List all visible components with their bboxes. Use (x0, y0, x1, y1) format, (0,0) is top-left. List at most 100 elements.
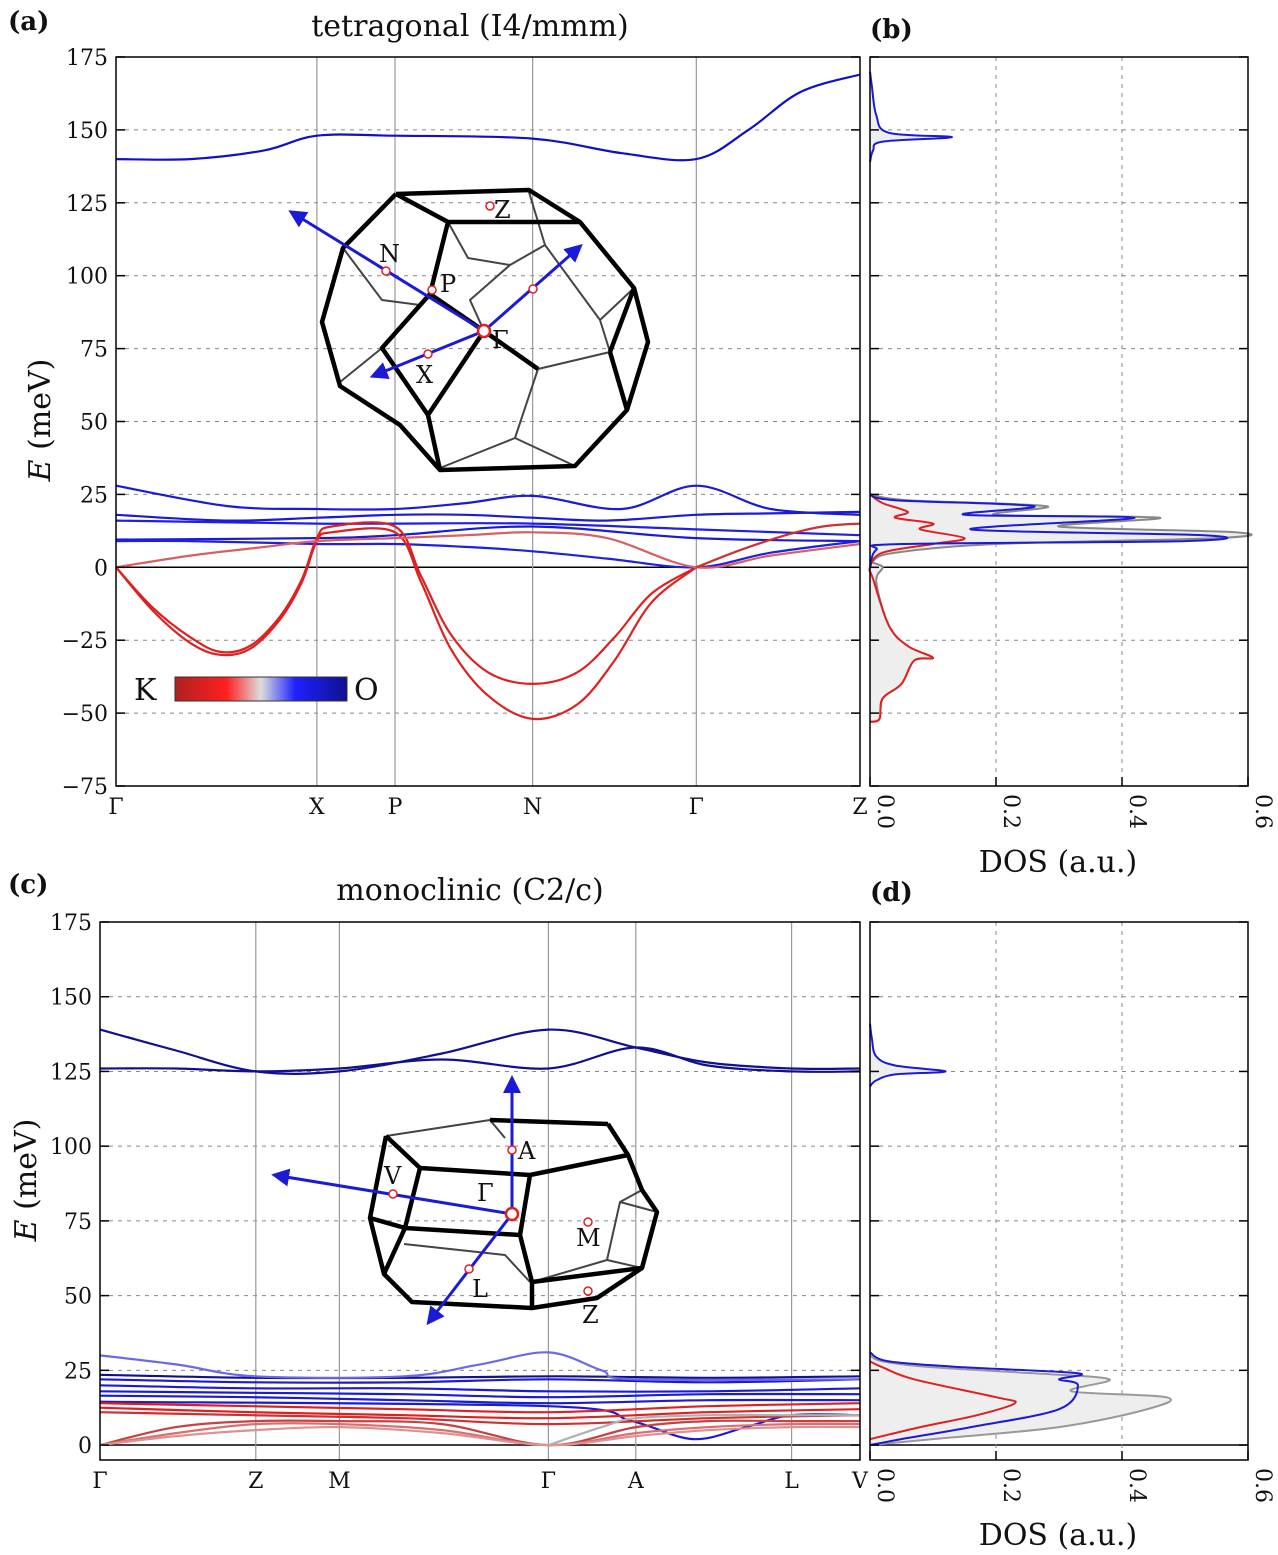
bz-mono-point-m (583, 1217, 593, 1227)
panel-d-grid (870, 922, 1248, 1460)
panel-a-label: (a) (8, 7, 49, 37)
panel-a-ylabel-symbol: E (23, 459, 58, 482)
colorbar-right-label: O (354, 673, 379, 708)
band-line (99, 1422, 861, 1447)
panel-d-ticks: 0.0 0.2 0.4 0.6 (869, 921, 1275, 1503)
xtick-label: 0.6 (1250, 1468, 1275, 1503)
ytick-label: 150 (66, 119, 108, 144)
bz-tet-point-p (427, 285, 437, 295)
panel-c-label: (c) (8, 870, 48, 900)
xtick-label: Z (248, 1469, 263, 1494)
ytick-label: 25 (80, 483, 108, 508)
ytick-label: 125 (66, 192, 108, 217)
panel-a-ylabel-unit: (meV) (23, 359, 58, 460)
panel-c-title: monoclinic (C2/c) (336, 873, 604, 908)
bz-mono-point-gamma (504, 1206, 520, 1222)
panel-c: (c) monoclinic (C2/c) E (meV) 0 25 50 75 100… (8, 870, 869, 1494)
band-line (115, 527, 697, 721)
ytick-label: 175 (50, 911, 92, 936)
band-line (99, 1402, 861, 1414)
xtick-label: 0.0 (872, 794, 897, 829)
dos-fill (870, 494, 1252, 722)
dos-fill (870, 1023, 946, 1087)
ytick-label: 100 (66, 265, 108, 290)
bz-tet-point-n (381, 266, 391, 276)
dos-line (869, 493, 1229, 568)
band-line (99, 1378, 861, 1384)
bz-tet-label-x: X (416, 361, 433, 389)
dos-line (869, 71, 953, 163)
band-line (99, 1373, 861, 1380)
xtick-label: N (523, 795, 542, 820)
xtick-label: Γ (92, 1469, 107, 1494)
panel-b-label: (b) (870, 15, 913, 45)
panel-d-frame (869, 921, 1249, 1461)
bz-mono-label-l: L (472, 1275, 488, 1303)
bz-mono-points (388, 1145, 593, 1296)
xtick-label: Γ (541, 1469, 556, 1494)
band-line (99, 1028, 861, 1075)
band-line (115, 519, 861, 537)
ytick-label: −25 (62, 629, 108, 654)
ytick-label: 150 (50, 986, 92, 1011)
band-line (115, 521, 697, 686)
panel-c-grid (100, 922, 860, 1460)
bz-inset-tetragonal: Z N P Γ X (288, 187, 651, 473)
bz-mono-point-l (464, 1264, 474, 1274)
bz-tet-axes (288, 210, 583, 379)
xtick-label: 0.2 (998, 1468, 1023, 1503)
band-line (99, 1351, 861, 1382)
xtick-label: A (627, 1469, 645, 1494)
dos-line (869, 1351, 1083, 1447)
bz-tet-label-z: Z (494, 196, 511, 224)
dos-line (869, 1023, 947, 1088)
ytick-label: 100 (50, 1135, 92, 1160)
xtick-label: V (851, 1469, 869, 1494)
band-line (99, 1425, 861, 1447)
panel-c-frame (99, 921, 861, 1461)
band-line (695, 522, 861, 569)
ytick-label: 0 (78, 1434, 92, 1459)
xtick-label: X (309, 795, 325, 820)
band-line (99, 1411, 861, 1426)
panel-b: (b) 0.0 0.2 0.4 0.6 DOS (a.u.) (868, 15, 1275, 880)
band-line (115, 539, 861, 569)
bz-tet-label-gamma: Γ (492, 326, 509, 354)
band-line (115, 510, 861, 522)
ytick-label: 175 (66, 46, 108, 71)
ytick-label: 50 (64, 1285, 92, 1310)
band-line (99, 1406, 861, 1420)
band-line (548, 1413, 860, 1447)
dos-fill (870, 71, 952, 162)
bz-tet-point-m (528, 284, 538, 294)
ytick-label: 75 (80, 338, 108, 363)
bz-mono-point-v (388, 1189, 398, 1199)
bz-mono-thick-edges (367, 1117, 660, 1311)
bz-tet-label-n: N (379, 240, 400, 268)
ytick-label: −50 (62, 702, 108, 727)
xtick-label: 0.6 (1250, 794, 1275, 829)
panel-c-ylabel: E (meV) (9, 1119, 44, 1243)
ytick-label: 125 (50, 1060, 92, 1085)
xtick-label: P (388, 795, 403, 820)
panel-a-ylabel: E (meV) (23, 359, 58, 483)
panel-c-bands (99, 1028, 861, 1447)
ytick-label: 25 (64, 1359, 92, 1384)
bz-tet-point-gamma (476, 323, 492, 339)
colorbar: K O (134, 673, 379, 708)
xtick-label: M (328, 1469, 351, 1494)
panel-c-ylabel-unit: (meV) (9, 1119, 44, 1220)
bz-mono-label-z: Z (582, 1301, 599, 1329)
ytick-label: −75 (62, 775, 108, 800)
xtick-label: 0.4 (1124, 1468, 1149, 1503)
bz-mono-label-v: V (383, 1162, 402, 1190)
panel-c-ylabel-symbol: E (9, 1219, 44, 1242)
bz-inset-monoclinic: A V Γ M L Z (271, 1075, 660, 1329)
band-line (115, 484, 861, 516)
band-line (99, 1394, 861, 1405)
bz-mono-point-a (507, 1145, 517, 1155)
band-line (115, 525, 861, 543)
bz-tet-point-z (485, 201, 495, 211)
